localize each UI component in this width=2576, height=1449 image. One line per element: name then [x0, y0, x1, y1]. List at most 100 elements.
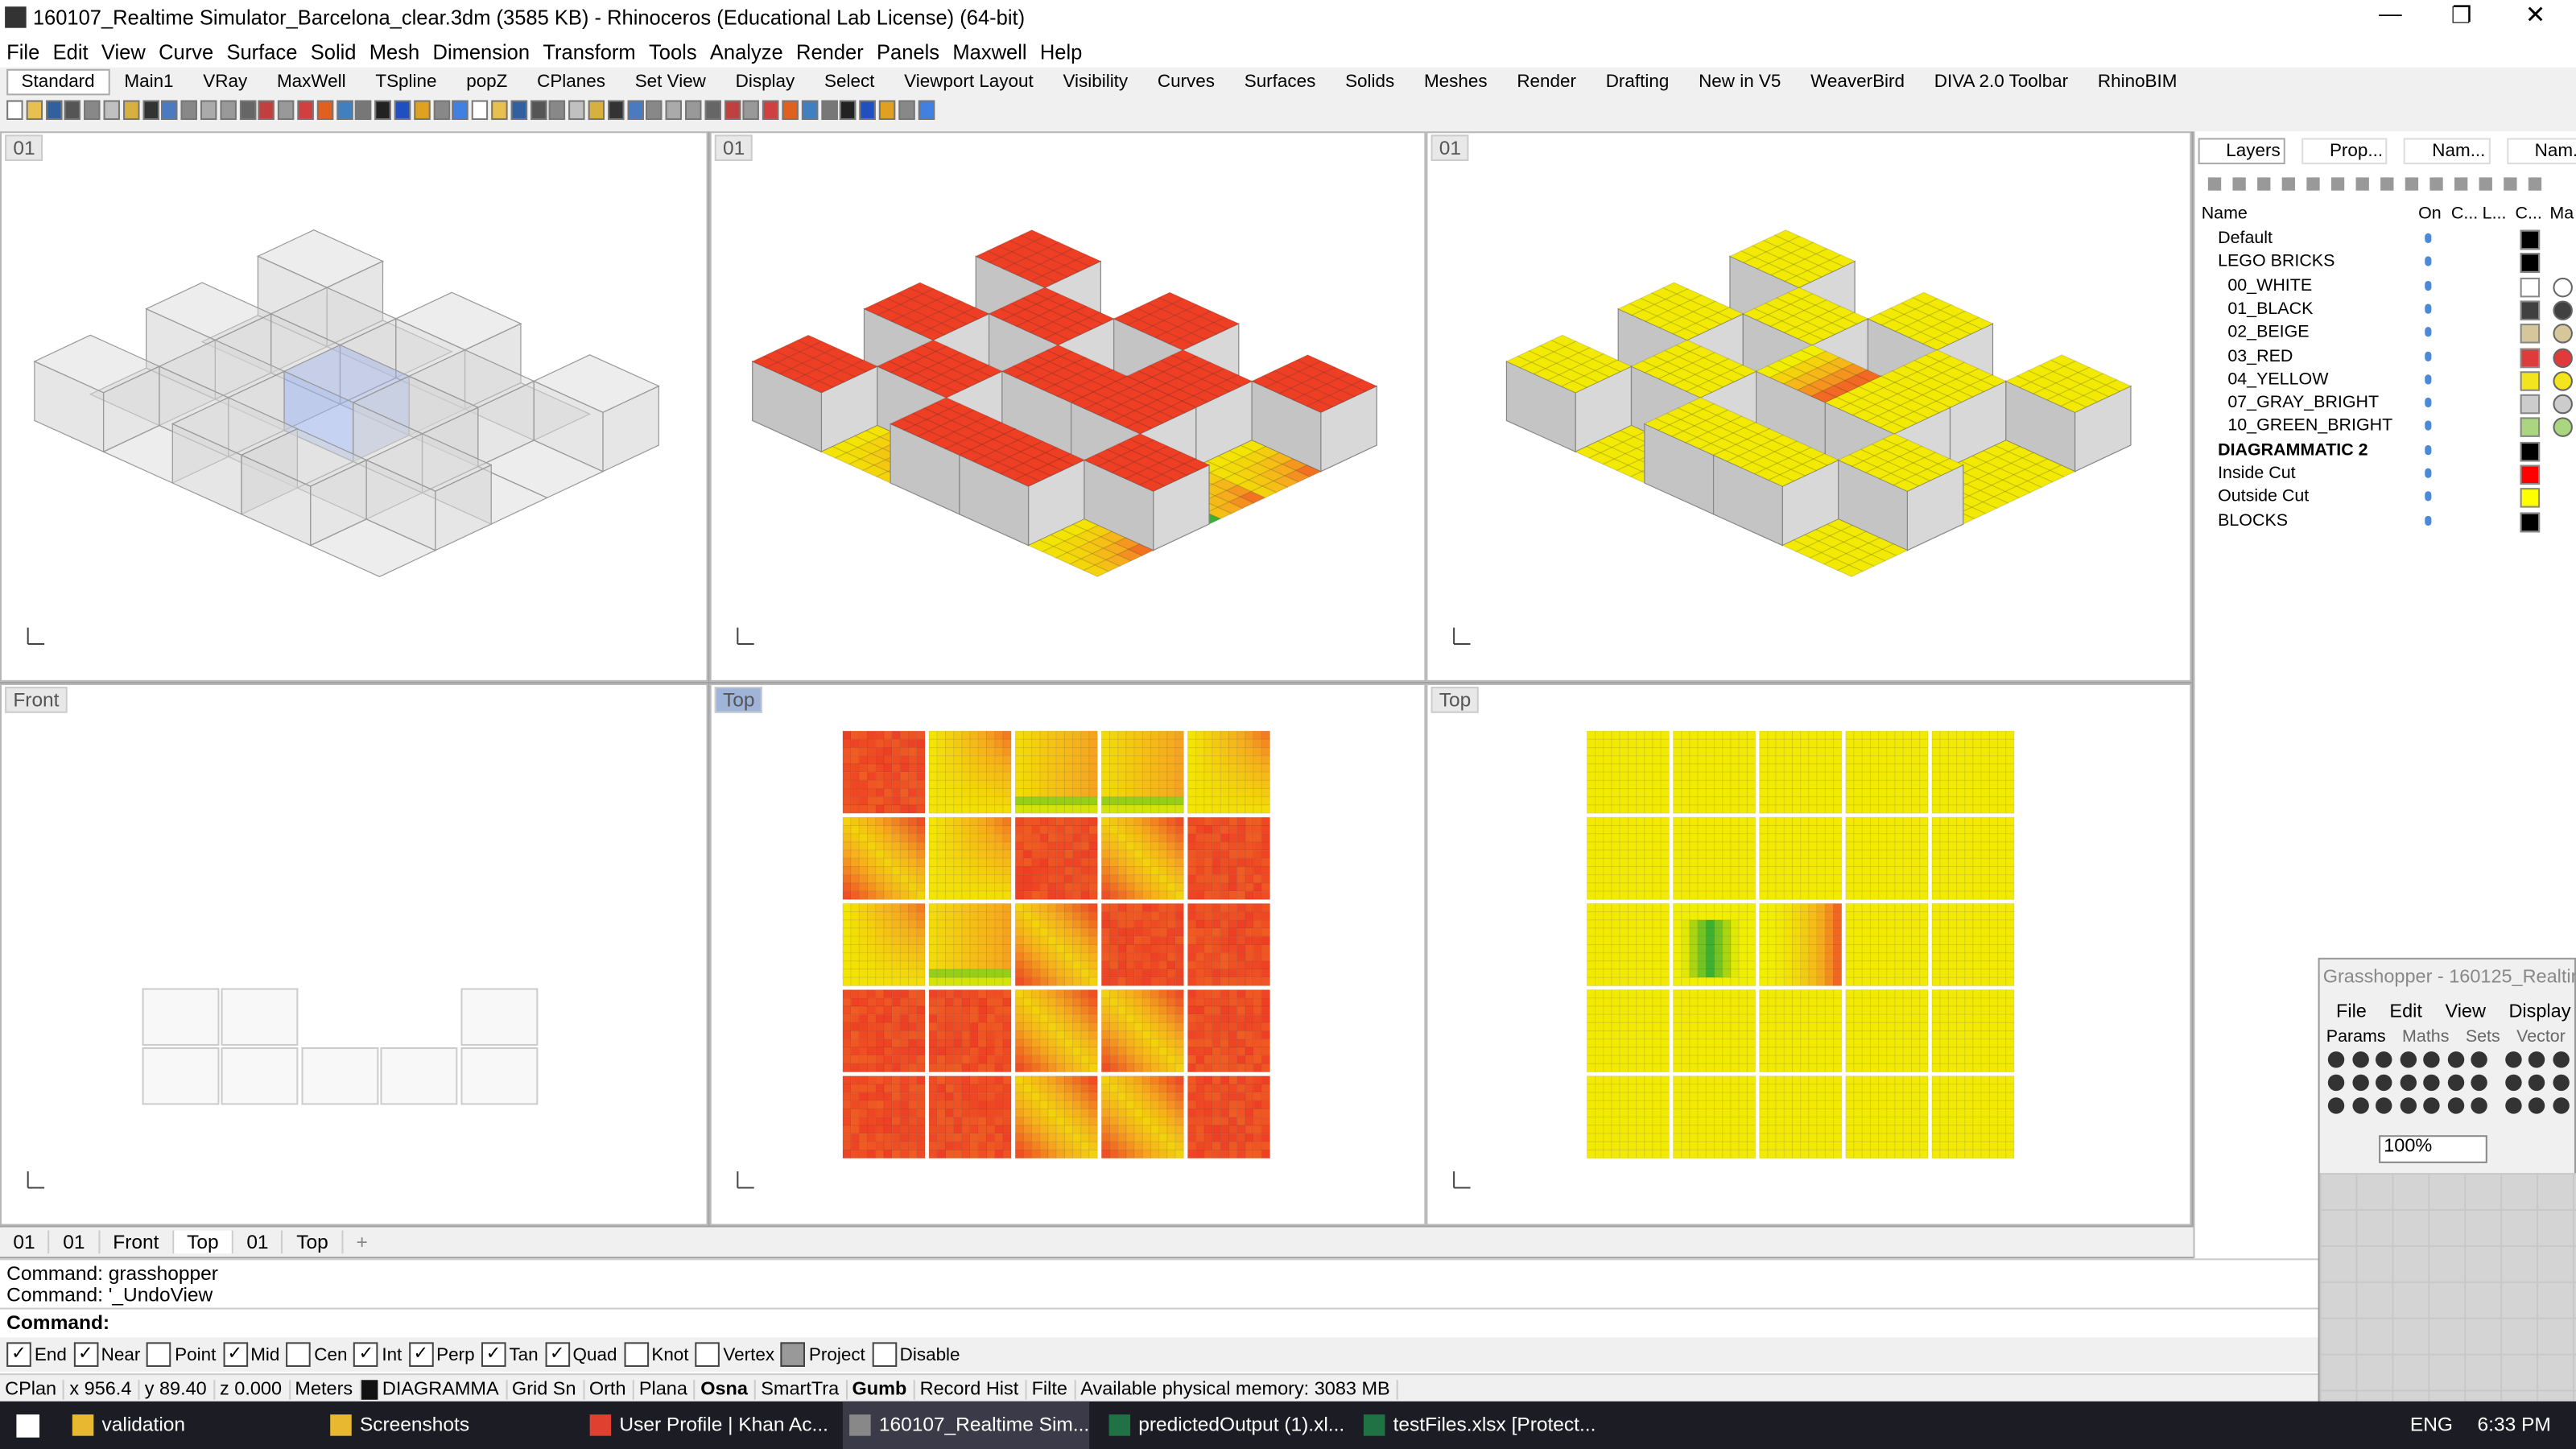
toolbar-tab[interactable]: DIVA 2.0 Toolbar — [1919, 69, 2083, 96]
toolbar-tab[interactable]: TSpline — [361, 69, 452, 96]
tool-icon[interactable] — [685, 100, 701, 119]
menu-item[interactable]: Mesh — [369, 41, 419, 64]
tool-icon[interactable] — [549, 100, 565, 119]
viewport-label[interactable]: Top — [715, 687, 763, 713]
menu-item[interactable]: Render — [796, 41, 864, 64]
tool-icon[interactable] — [316, 100, 332, 119]
tool-icon[interactable] — [918, 100, 934, 119]
tool-icon[interactable] — [704, 100, 720, 119]
toolbar-tab[interactable]: VRay — [188, 69, 262, 96]
tool-icon[interactable] — [782, 100, 798, 119]
tool-icon[interactable] — [84, 100, 100, 119]
toolbar-tab[interactable]: New in V5 — [1684, 69, 1796, 96]
heat-cell — [843, 912, 851, 920]
toolbar-tab[interactable]: RhinoBIM — [2083, 69, 2192, 96]
tool-icon[interactable] — [627, 100, 643, 119]
menu-item[interactable]: Analyze — [710, 41, 783, 64]
tool-icon[interactable] — [239, 100, 255, 119]
toolbar-tab[interactable]: Render — [1502, 69, 1591, 96]
tool-icon[interactable] — [569, 100, 585, 119]
toolbar-tab[interactable]: MaxWell — [262, 69, 361, 96]
tool-icon[interactable] — [743, 100, 759, 119]
menu-item[interactable]: Edit — [53, 41, 89, 64]
menu-item[interactable]: File — [6, 41, 39, 64]
tool-icon[interactable] — [104, 100, 120, 119]
tool-icon[interactable] — [278, 100, 294, 119]
menu-item[interactable]: Maxwell — [952, 41, 1026, 64]
viewport-label[interactable]: 01 — [1431, 134, 1470, 161]
tool-icon[interactable] — [840, 100, 857, 119]
tool-icon[interactable] — [491, 100, 507, 119]
menu-item[interactable]: View — [101, 41, 146, 64]
tool-icon[interactable] — [860, 100, 876, 119]
viewport[interactable]: 01 — [1426, 131, 2191, 682]
tool-icon[interactable] — [821, 100, 837, 119]
tool-icon[interactable] — [666, 100, 682, 119]
tool-icon[interactable] — [433, 100, 449, 119]
tool-icon[interactable] — [45, 100, 61, 119]
toolbar-tab[interactable]: CPlanes — [522, 69, 621, 96]
menu-item[interactable]: Help — [1040, 41, 1082, 64]
viewport[interactable]: Top — [1426, 683, 2191, 1225]
tool-icon[interactable] — [472, 100, 488, 119]
toolbar-tab[interactable]: Solids — [1331, 69, 1410, 96]
toolbar-tab[interactable]: Display — [720, 69, 809, 96]
toolbar-tab[interactable]: Visibility — [1048, 69, 1142, 96]
toolbar-tab[interactable]: Set View — [620, 69, 720, 96]
viewport[interactable]: 01 — [710, 131, 1426, 682]
tool-icon[interactable] — [802, 100, 818, 119]
menu-item[interactable]: Solid — [311, 41, 357, 64]
tool-icon[interactable] — [414, 100, 430, 119]
toolbar-tab[interactable]: WeaverBird — [1796, 69, 1920, 96]
toolbar-tab[interactable]: popZ — [452, 69, 522, 96]
tool-icon[interactable] — [64, 100, 80, 119]
tool-icon[interactable] — [394, 100, 411, 119]
tool-icon[interactable] — [26, 100, 42, 119]
tool-icon[interactable] — [608, 100, 624, 119]
tool-icon[interactable] — [162, 100, 178, 119]
close[interactable]: ✕ — [2525, 0, 2546, 30]
toolbar-tab[interactable]: Standard — [6, 69, 109, 96]
tool-icon[interactable] — [258, 100, 275, 119]
menu-item[interactable]: Surface — [226, 41, 297, 64]
toolbar-tab[interactable]: Drafting — [1591, 69, 1683, 96]
menu-item[interactable]: Transform — [543, 41, 635, 64]
toolbar-tab[interactable]: Viewport Layout — [890, 69, 1048, 96]
viewport-label[interactable]: 01 — [5, 134, 43, 161]
menu-item[interactable]: Dimension — [433, 41, 530, 64]
menu-item[interactable]: Tools — [649, 41, 697, 64]
tool-icon[interactable] — [898, 100, 914, 119]
tool-icon[interactable] — [142, 100, 159, 119]
tool-icon[interactable] — [297, 100, 313, 119]
viewport-label[interactable]: Front — [5, 687, 68, 713]
tool-icon[interactable] — [220, 100, 236, 119]
tool-icon[interactable] — [724, 100, 740, 119]
tool-icon[interactable] — [6, 100, 23, 119]
viewport[interactable]: Front — [0, 683, 708, 1225]
viewport[interactable]: 01 — [0, 131, 708, 682]
tool-icon[interactable] — [452, 100, 469, 119]
toolbar-tab[interactable]: Main1 — [109, 69, 188, 96]
tool-icon[interactable] — [588, 100, 605, 119]
toolbar-tab[interactable]: Curves — [1143, 69, 1230, 96]
viewport-label[interactable]: 01 — [715, 134, 753, 161]
tool-icon[interactable] — [375, 100, 391, 119]
menu-item[interactable]: Panels — [877, 41, 939, 64]
minimize[interactable]: — — [2379, 0, 2402, 27]
restore[interactable]: ❐ — [2451, 2, 2472, 30]
tool-icon[interactable] — [762, 100, 778, 119]
tool-icon[interactable] — [510, 100, 526, 119]
toolbar-tab[interactable]: Select — [810, 69, 890, 96]
tool-icon[interactable] — [123, 100, 139, 119]
tool-icon[interactable] — [200, 100, 217, 119]
tool-icon[interactable] — [879, 100, 895, 119]
tool-icon[interactable] — [530, 100, 546, 119]
toolbar-tab[interactable]: Meshes — [1410, 69, 1502, 96]
toolbar-tab[interactable]: Surfaces — [1229, 69, 1330, 96]
tool-icon[interactable] — [646, 100, 663, 119]
menu-item[interactable]: Curve — [159, 41, 213, 64]
viewport[interactable]: Top — [710, 683, 1426, 1225]
tool-icon[interactable] — [356, 100, 372, 119]
tool-icon[interactable] — [336, 100, 353, 119]
tool-icon[interactable] — [181, 100, 197, 119]
